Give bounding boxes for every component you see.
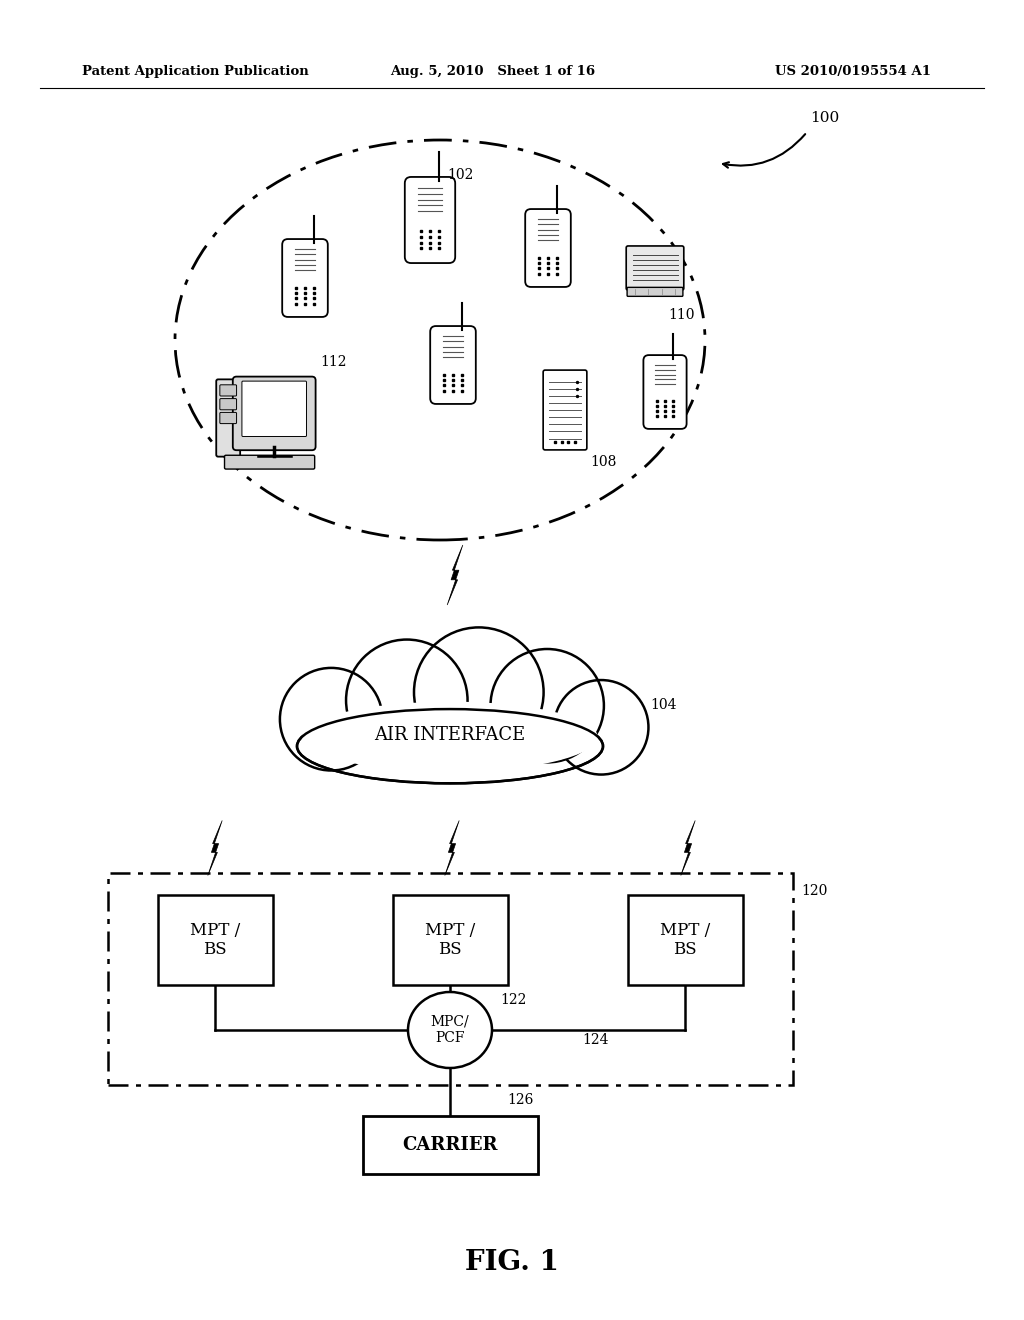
FancyBboxPatch shape (543, 370, 587, 450)
FancyBboxPatch shape (627, 246, 684, 290)
Text: MPT /
BS: MPT / BS (425, 921, 475, 958)
Text: 102: 102 (447, 168, 473, 182)
Text: MPT /
BS: MPT / BS (659, 921, 710, 958)
Polygon shape (447, 545, 463, 605)
FancyBboxPatch shape (220, 385, 237, 396)
Circle shape (554, 680, 648, 775)
FancyBboxPatch shape (224, 455, 314, 469)
Text: 112: 112 (319, 355, 346, 370)
FancyBboxPatch shape (627, 288, 683, 297)
Polygon shape (444, 821, 459, 875)
FancyBboxPatch shape (158, 895, 272, 985)
Ellipse shape (408, 993, 492, 1068)
Polygon shape (208, 821, 222, 875)
Circle shape (414, 627, 544, 756)
Ellipse shape (297, 709, 603, 783)
Text: 126: 126 (507, 1093, 534, 1107)
FancyBboxPatch shape (220, 399, 237, 409)
Text: 110: 110 (668, 308, 694, 322)
Text: 108: 108 (590, 455, 616, 469)
Circle shape (346, 640, 468, 762)
FancyBboxPatch shape (628, 895, 742, 985)
Text: Patent Application Publication: Patent Application Publication (82, 66, 309, 78)
Text: 104: 104 (650, 698, 677, 711)
FancyBboxPatch shape (283, 239, 328, 317)
FancyBboxPatch shape (392, 895, 508, 985)
FancyBboxPatch shape (404, 177, 456, 263)
Text: 120: 120 (801, 884, 827, 898)
Text: MPC/
PCF: MPC/ PCF (431, 1015, 469, 1045)
Text: AIR INTERFACE: AIR INTERFACE (375, 726, 525, 744)
Text: FIG. 1: FIG. 1 (465, 1249, 559, 1275)
Ellipse shape (302, 702, 598, 772)
Polygon shape (681, 821, 695, 875)
Text: MPT /
BS: MPT / BS (189, 921, 240, 958)
Text: 100: 100 (810, 111, 840, 125)
FancyBboxPatch shape (362, 1115, 538, 1173)
FancyBboxPatch shape (242, 381, 306, 437)
Text: 122: 122 (500, 993, 526, 1007)
FancyBboxPatch shape (232, 376, 315, 450)
Circle shape (280, 668, 383, 771)
FancyBboxPatch shape (216, 379, 241, 457)
FancyBboxPatch shape (220, 412, 237, 424)
Text: US 2010/0195554 A1: US 2010/0195554 A1 (775, 66, 931, 78)
FancyBboxPatch shape (643, 355, 687, 429)
FancyBboxPatch shape (430, 326, 476, 404)
Text: CARRIER: CARRIER (402, 1137, 498, 1154)
FancyBboxPatch shape (525, 209, 570, 286)
Text: 124: 124 (582, 1034, 608, 1047)
Circle shape (490, 649, 604, 763)
Text: Aug. 5, 2010   Sheet 1 of 16: Aug. 5, 2010 Sheet 1 of 16 (390, 66, 595, 78)
